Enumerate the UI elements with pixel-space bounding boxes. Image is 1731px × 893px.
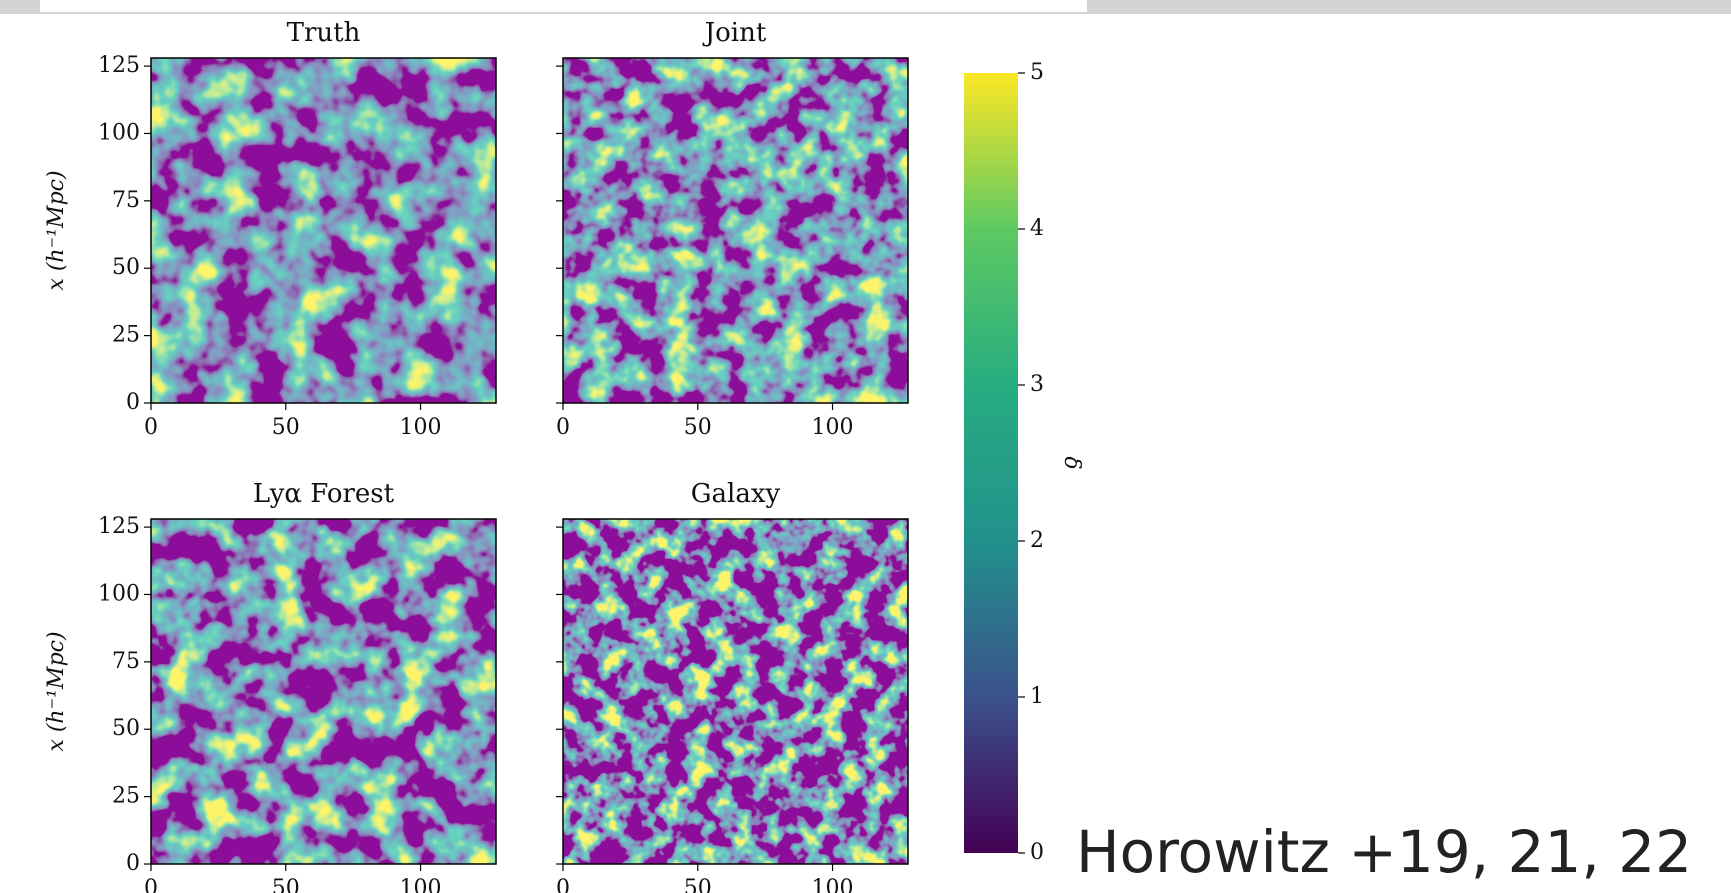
y-tick-label: 0 xyxy=(126,390,140,415)
y-tick-label: 50 xyxy=(112,716,140,741)
y-tick-label: 50 xyxy=(112,255,140,280)
density-map xyxy=(563,519,908,864)
x-tick-label: 0 xyxy=(556,876,570,893)
y-axis-label: x (h⁻¹Mpc) xyxy=(44,631,69,751)
y-tick-label: 25 xyxy=(112,784,140,809)
colorbar-tick-label: 5 xyxy=(1030,60,1044,85)
x-tick-label: 100 xyxy=(400,876,442,893)
y-tick-label: 25 xyxy=(112,323,140,348)
x-tick-label: 0 xyxy=(144,876,158,893)
x-tick-label: 0 xyxy=(556,415,570,440)
top-bar-gap xyxy=(40,0,1087,12)
panel-frame xyxy=(562,57,909,404)
y-tick-label: 75 xyxy=(112,649,140,674)
x-tick-label: 0 xyxy=(144,415,158,440)
panel-frame xyxy=(562,518,909,865)
colorbar-tick-label: 1 xyxy=(1030,684,1044,709)
density-map xyxy=(151,519,496,864)
y-tick-label: 100 xyxy=(98,581,140,606)
colorbar-label: δ xyxy=(1059,456,1084,469)
panel-title: Galaxy xyxy=(691,479,781,509)
density-map xyxy=(151,58,496,403)
y-tick-label: 125 xyxy=(98,514,140,539)
colorbar-tick-label: 2 xyxy=(1030,528,1044,553)
x-tick-label: 100 xyxy=(400,415,442,440)
colorbar-tick-label: 0 xyxy=(1030,840,1044,865)
panel-title: Truth xyxy=(287,18,361,48)
y-tick-label: 125 xyxy=(98,53,140,78)
colorbar-tick-label: 4 xyxy=(1030,216,1044,241)
panel-frame xyxy=(150,57,497,404)
x-tick-label: 50 xyxy=(684,876,712,893)
x-tick-label: 50 xyxy=(272,876,300,893)
colorbar xyxy=(964,73,1018,853)
x-tick-label: 100 xyxy=(812,415,854,440)
x-tick-label: 50 xyxy=(272,415,300,440)
x-tick-label: 100 xyxy=(812,876,854,893)
panel-frame xyxy=(150,518,497,865)
caption: Horowitz +19, 21, 22 xyxy=(1076,818,1692,886)
y-tick-label: 75 xyxy=(112,188,140,213)
colorbar-tick-label: 3 xyxy=(1030,372,1044,397)
panel-title: Joint xyxy=(702,18,767,48)
x-tick-label: 50 xyxy=(684,415,712,440)
y-tick-label: 100 xyxy=(98,120,140,145)
y-axis-label: x (h⁻¹Mpc) xyxy=(44,170,69,290)
y-tick-label: 0 xyxy=(126,851,140,876)
panel-title: Lyα Forest xyxy=(253,479,395,509)
density-map xyxy=(563,58,908,403)
